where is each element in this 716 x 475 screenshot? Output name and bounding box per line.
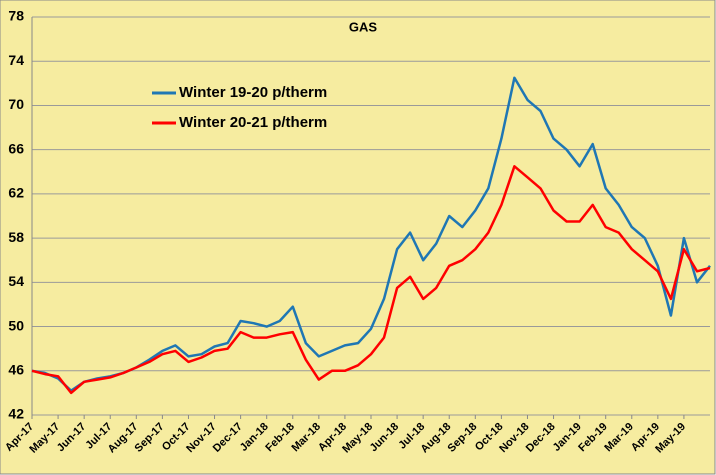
y-tick-label: 58 [8,229,24,245]
y-tick-label: 50 [8,317,24,333]
y-tick-label: 78 [8,8,24,24]
y-tick-label: 62 [8,185,24,201]
y-tick-label: 74 [8,52,24,68]
chart-title: GAS [349,19,378,34]
y-tick-label: 46 [8,361,24,377]
series-line [31,165,711,395]
y-tick-label: 54 [8,273,24,289]
y-tick-label: 70 [8,96,24,112]
legend-label: Winter 20-21 p/therm [179,114,327,131]
legend-label: Winter 19-20 p/therm [179,84,327,101]
y-tick-label: 42 [8,406,24,422]
y-tick-label: 66 [8,140,24,156]
series-line [31,76,711,392]
